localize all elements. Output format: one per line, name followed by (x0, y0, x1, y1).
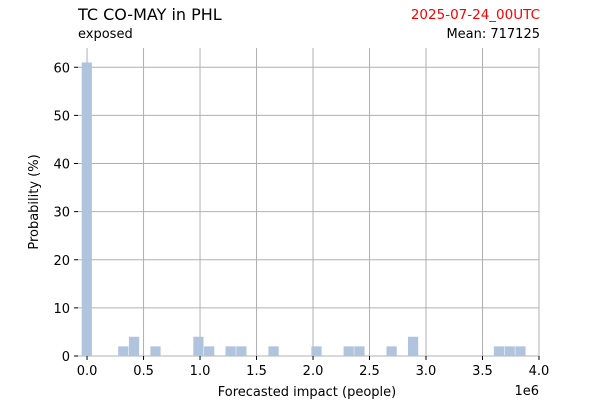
y-tick-label: 30 (53, 206, 70, 221)
histogram-bar (407, 336, 419, 356)
x-tick-label: 3.5 (472, 364, 493, 379)
histogram-bar (150, 346, 161, 356)
y-tick-label: 40 (53, 158, 70, 173)
x-tick-label: 1.0 (190, 364, 211, 379)
x-tick-label: 1.5 (246, 364, 267, 379)
histogram-bar (81, 62, 92, 356)
y-tick-label: 10 (53, 302, 70, 317)
x-tick-label: 0.5 (133, 364, 154, 379)
chart-subtitle: exposed (78, 27, 133, 42)
histogram-bar (128, 336, 140, 356)
x-tick-label: 3.0 (416, 364, 437, 379)
histogram-bar (343, 346, 354, 356)
tick-layer: 0.0 0.5 1.0 1.5 2.0 2.5 3.0 3.5 4.0 0 10 20 30 40 50 60 (53, 61, 549, 379)
histogram-bar (515, 346, 526, 356)
histogram-bar (204, 346, 215, 356)
grid-layer (78, 48, 540, 357)
histogram-bar (311, 346, 322, 356)
x-tick-label: 2.5 (359, 364, 380, 379)
x-offset-label: 1e6 (514, 384, 539, 399)
x-axis-label: Forecasted impact (people) (218, 385, 396, 400)
histogram-bar (118, 346, 129, 356)
histogram-bar (268, 346, 279, 356)
histogram-bar (225, 346, 236, 356)
forecast-timestamp: 2025-07-24_00UTC (410, 7, 540, 23)
histogram-bar (493, 346, 505, 356)
histogram-bar (354, 346, 365, 356)
histogram-bar (193, 336, 204, 356)
x-tick-label: 4.0 (529, 364, 550, 379)
histogram-bar (386, 346, 397, 356)
bar-layer (81, 62, 526, 356)
histogram-bar (236, 346, 247, 356)
histogram-bar (504, 346, 515, 356)
y-tick-label: 50 (53, 109, 70, 124)
x-tick-label: 2.0 (303, 364, 324, 379)
chart-title: TC CO-MAY in PHL (78, 5, 222, 24)
y-tick-label: 0 (62, 350, 70, 365)
x-tick-label: 0.0 (77, 364, 98, 379)
mean-value-label: Mean: 717125 (446, 27, 540, 42)
y-axis-label: Probability (%) (27, 154, 42, 249)
y-tick-label: 60 (53, 61, 70, 76)
y-tick-label: 20 (53, 254, 70, 269)
